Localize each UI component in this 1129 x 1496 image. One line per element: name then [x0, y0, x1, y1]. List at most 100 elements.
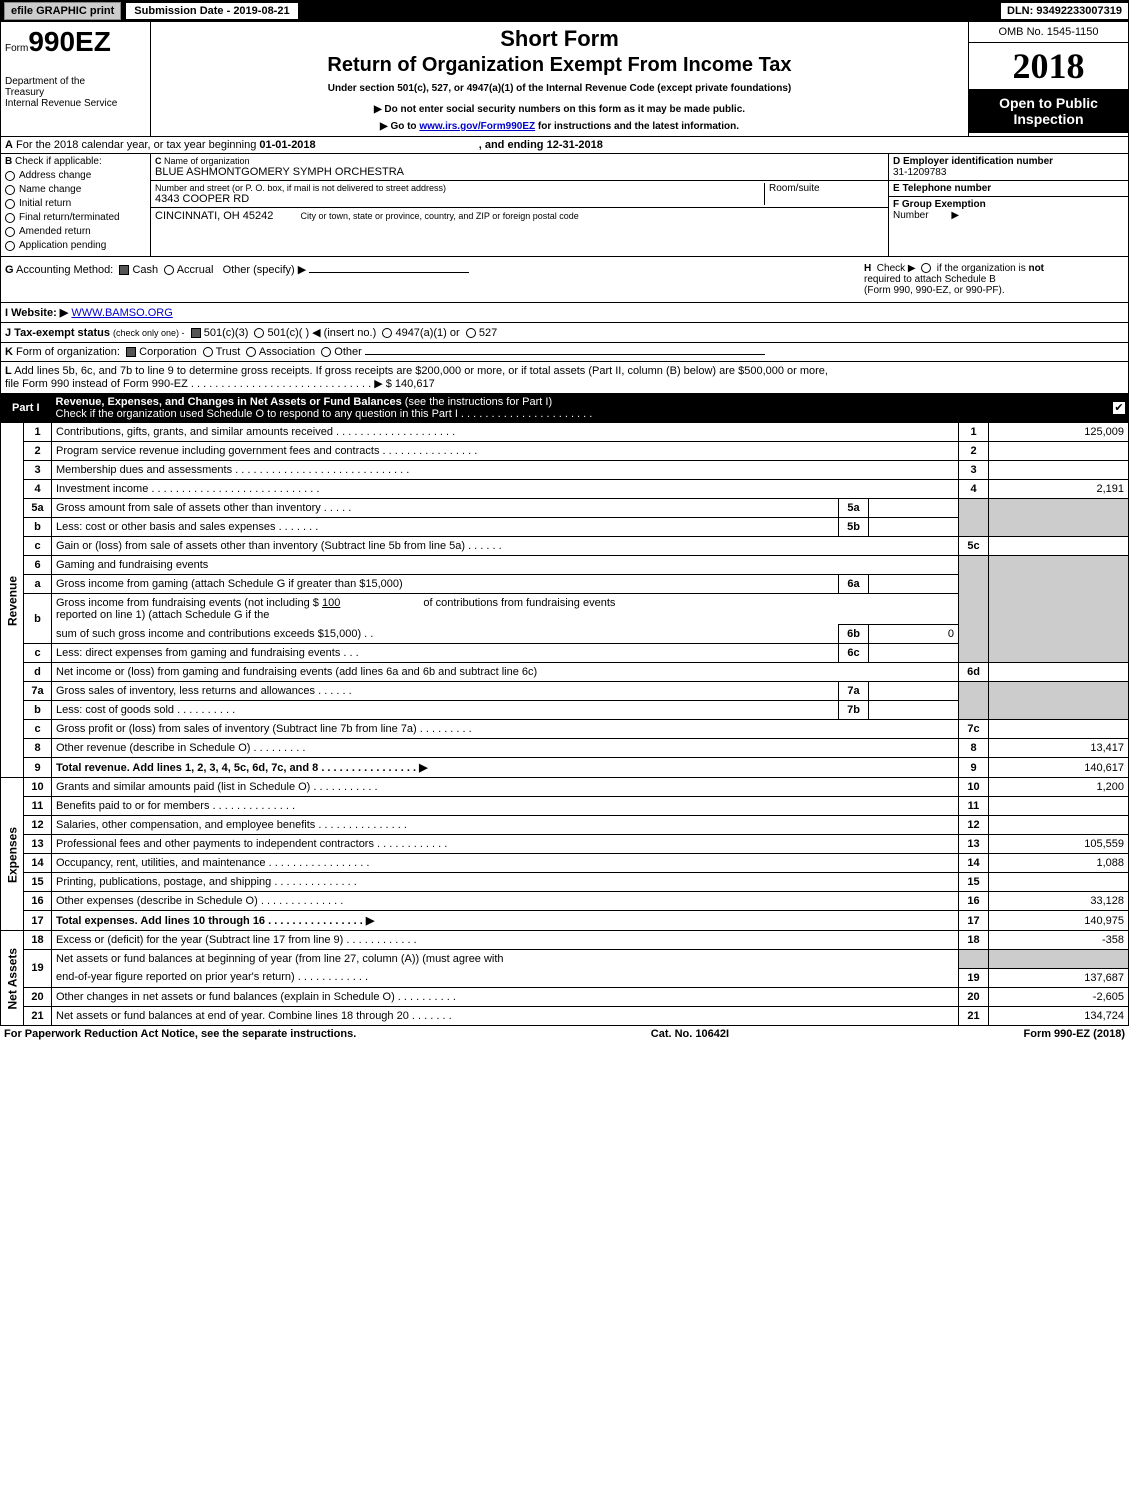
h-text2: required to attach Schedule B — [864, 274, 996, 285]
l6b-d3: reported on line 1) (attach Schedule G i… — [56, 609, 269, 621]
e-label: E Telephone number — [893, 183, 1124, 194]
final-return-checkbox[interactable] — [5, 213, 15, 223]
part1-table: Revenue 1 Contributions, gifts, grants, … — [0, 422, 1129, 1026]
line-num: 16 — [24, 892, 52, 911]
c-name-label: Name of organization — [164, 156, 250, 166]
table-row: c Gross profit or (loss) from sales of i… — [1, 720, 1129, 739]
j-label: J Tax-exempt status — [5, 327, 110, 339]
line-rn: 7c — [959, 720, 989, 739]
open-public-line2: Inspection — [973, 111, 1124, 127]
part1-checkbox[interactable]: ✔ — [1113, 402, 1125, 414]
table-row: end-of-year figure reported on prior yea… — [1, 968, 1129, 987]
dln-label: DLN: 93492233007319 — [1000, 2, 1129, 20]
line-val — [989, 720, 1129, 739]
line-num: c — [24, 720, 52, 739]
address-change-label: Address change — [19, 170, 91, 181]
line-rn: 3 — [959, 461, 989, 480]
a-begin-date: 01-01-2018 — [259, 139, 315, 151]
sub-val: 0 — [869, 625, 959, 644]
line-desc: Gross income from gaming (attach Schedul… — [52, 575, 839, 594]
other-specify-input[interactable] — [309, 272, 469, 273]
paperwork-notice: For Paperwork Reduction Act Notice, see … — [4, 1028, 356, 1040]
line-desc: Total expenses. Add lines 10 through 16 … — [52, 911, 959, 931]
form-ref: Form 990-EZ (2018) — [1024, 1028, 1125, 1040]
tax-year: 2018 — [969, 43, 1128, 89]
address-change-checkbox[interactable] — [5, 171, 15, 181]
line-val — [989, 797, 1129, 816]
k-trust-checkbox[interactable] — [203, 347, 213, 357]
accrual-checkbox[interactable] — [164, 265, 174, 275]
line-rn: 13 — [959, 835, 989, 854]
amended-return-checkbox[interactable] — [5, 227, 15, 237]
shaded-cell — [989, 499, 1129, 537]
table-row: 9 Total revenue. Add lines 1, 2, 3, 4, 5… — [1, 758, 1129, 778]
efile-print-button[interactable]: efile GRAPHIC print — [4, 2, 121, 20]
website-link[interactable]: WWW.BAMSO.ORG — [71, 307, 172, 319]
j-501c-checkbox[interactable] — [254, 328, 264, 338]
cash-checkbox[interactable] — [119, 265, 129, 275]
shaded-cell — [959, 682, 989, 720]
j-4947-label: 4947(a)(1) or — [395, 327, 459, 339]
k-other-input[interactable] — [365, 354, 765, 355]
form-header: Form990EZ Department of the Treasury Int… — [0, 22, 1129, 137]
h-label: H — [864, 263, 871, 274]
row-l: L Add lines 5b, 6c, and 7b to line 9 to … — [0, 362, 1129, 394]
footer: For Paperwork Reduction Act Notice, see … — [0, 1026, 1129, 1042]
table-row: 17 Total expenses. Add lines 10 through … — [1, 911, 1129, 931]
sub-num: 7b — [839, 701, 869, 720]
section-a-row: A For the 2018 calendar year, or tax yea… — [0, 137, 1129, 154]
section-def: D Employer identification number 31-1209… — [888, 154, 1128, 256]
line-val: 1,088 — [989, 854, 1129, 873]
line-rn: 6d — [959, 663, 989, 682]
sub-val — [869, 575, 959, 594]
initial-return-checkbox[interactable] — [5, 199, 15, 209]
k-corp-checkbox[interactable] — [126, 347, 136, 357]
section-b: B Check if applicable: Address change Na… — [1, 154, 151, 256]
table-row: 3 Membership dues and assessments . . . … — [1, 461, 1129, 480]
k-other-checkbox[interactable] — [321, 347, 331, 357]
goto-line: ▶ Go to www.irs.gov/Form990EZ for instru… — [155, 121, 964, 132]
j-527-checkbox[interactable] — [466, 328, 476, 338]
j-4947-checkbox[interactable] — [382, 328, 392, 338]
room-suite: Room/suite — [764, 183, 884, 205]
line-rn: 20 — [959, 987, 989, 1006]
line-desc: Gross profit or (loss) from sales of inv… — [52, 720, 959, 739]
application-pending-checkbox[interactable] — [5, 241, 15, 251]
row-k: K Form of organization: Corporation Trus… — [0, 343, 1129, 362]
table-row: Revenue 1 Contributions, gifts, grants, … — [1, 423, 1129, 442]
line-rn: 11 — [959, 797, 989, 816]
h-check-label: Check ▶ — [877, 263, 916, 274]
sub-val — [869, 518, 959, 537]
k-assoc-checkbox[interactable] — [246, 347, 256, 357]
goto-prefix: ▶ Go to — [380, 121, 419, 132]
table-row: Net Assets 18 Excess or (deficit) for th… — [1, 931, 1129, 950]
goto-suffix: for instructions and the latest informat… — [535, 121, 739, 132]
line-num: 19 — [24, 950, 52, 988]
line-num: 5a — [24, 499, 52, 518]
h-not: not — [1028, 263, 1044, 274]
initial-return-label: Initial return — [19, 198, 71, 209]
i-label: I Website: ▶ — [5, 307, 68, 319]
goto-link[interactable]: www.irs.gov/Form990EZ — [419, 121, 535, 132]
line-num: 15 — [24, 873, 52, 892]
header-right: OMB No. 1545-1150 2018 Open to Public In… — [968, 22, 1128, 136]
short-form-title: Short Form — [155, 26, 964, 52]
line-rn: 2 — [959, 442, 989, 461]
line-val — [989, 442, 1129, 461]
line-rn: 8 — [959, 739, 989, 758]
line-desc: Salaries, other compensation, and employ… — [52, 816, 959, 835]
under-section: Under section 501(c), 527, or 4947(a)(1)… — [155, 83, 964, 94]
line-desc: Gain or (loss) from sale of assets other… — [52, 537, 959, 556]
j-501c3-checkbox[interactable] — [191, 328, 201, 338]
cash-label: Cash — [132, 264, 158, 276]
h-text1: if the organization is — [937, 263, 1029, 274]
name-change-checkbox[interactable] — [5, 185, 15, 195]
line-desc: Net income or (loss) from gaming and fun… — [52, 663, 959, 682]
table-row: 13 Professional fees and other payments … — [1, 835, 1129, 854]
row-h: H Check ▶ if the organization is not req… — [864, 263, 1124, 296]
k-label: K — [5, 346, 13, 358]
line-rn: 19 — [959, 968, 989, 987]
shaded-cell — [989, 950, 1129, 969]
h-checkbox[interactable] — [921, 263, 931, 273]
city-label: City or town, state or province, country… — [300, 211, 578, 221]
